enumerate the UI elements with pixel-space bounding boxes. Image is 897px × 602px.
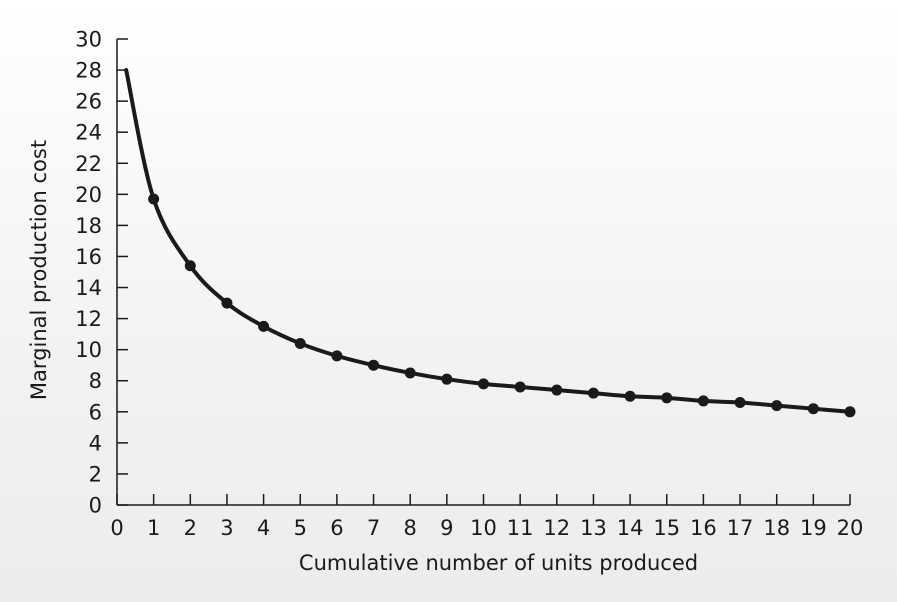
y-tick-label: 2 <box>89 462 102 486</box>
y-tick-label: 26 <box>75 90 102 114</box>
x-tick-label: 20 <box>837 516 864 540</box>
y-tick-label: 14 <box>75 276 102 300</box>
y-tick-label: 24 <box>75 121 102 145</box>
x-tick-label: 16 <box>690 516 717 540</box>
y-tick-label: 10 <box>75 338 102 362</box>
x-tick-label: 4 <box>257 516 270 540</box>
x-tick-label: 2 <box>184 516 197 540</box>
x-tick-label: 11 <box>507 516 534 540</box>
x-tick-label: 1 <box>147 516 160 540</box>
data-point <box>514 381 526 393</box>
y-tick-label: 6 <box>89 400 102 424</box>
data-point <box>184 260 196 272</box>
x-tick-label: 19 <box>800 516 827 540</box>
data-point <box>404 367 416 379</box>
series-line <box>124 68 852 414</box>
data-point <box>441 373 453 385</box>
y-tick-label: 30 <box>75 28 102 52</box>
y-axis-title: Marginal production cost <box>27 140 51 400</box>
x-tick-label: 5 <box>294 516 307 540</box>
x-tick-label: 0 <box>110 516 123 540</box>
x-tick-label: 18 <box>763 516 790 540</box>
data-point <box>844 406 856 418</box>
data-point <box>697 395 709 407</box>
data-point <box>331 350 343 362</box>
y-tick-label: 12 <box>75 307 102 331</box>
data-point <box>624 390 636 402</box>
x-axis-title: Cumulative number of units produced <box>299 551 698 575</box>
data-point <box>587 387 599 399</box>
data-point <box>734 396 746 408</box>
data-points <box>148 193 856 418</box>
data-point <box>221 297 233 309</box>
x-tick-label: 13 <box>580 516 607 540</box>
x-tick-label: 17 <box>727 516 754 540</box>
x-axis: 0 1 2 3 4 5 6 7 8 9 10 11 12 13 14 15 16 17 18 19 20 <box>110 494 863 540</box>
data-point <box>294 337 306 349</box>
x-tick-label: 7 <box>367 516 380 540</box>
x-tick-label: 6 <box>330 516 343 540</box>
y-tick-label: 16 <box>75 245 102 269</box>
data-point <box>807 403 819 415</box>
y-tick-label: 22 <box>75 152 102 176</box>
x-tick-label: 9 <box>440 516 453 540</box>
data-point <box>551 384 563 396</box>
data-point <box>258 320 270 332</box>
y-tick-label: 4 <box>89 431 102 455</box>
x-tick-label: 15 <box>653 516 680 540</box>
x-tick-label: 10 <box>470 516 497 540</box>
data-point <box>368 359 380 371</box>
y-tick-label: 18 <box>75 214 102 238</box>
x-tick-label: 14 <box>617 516 644 540</box>
y-tick-label: 28 <box>75 59 102 83</box>
data-point <box>771 400 783 412</box>
data-point <box>661 392 673 404</box>
y-tick-label: 0 <box>89 494 102 518</box>
data-point <box>148 193 160 205</box>
y-tick-label: 20 <box>75 183 102 207</box>
x-tick-label: 3 <box>220 516 233 540</box>
data-point <box>478 378 489 390</box>
y-tick-label: 8 <box>89 369 102 393</box>
x-tick-label: 12 <box>543 516 570 540</box>
x-tick-label: 8 <box>404 516 417 540</box>
